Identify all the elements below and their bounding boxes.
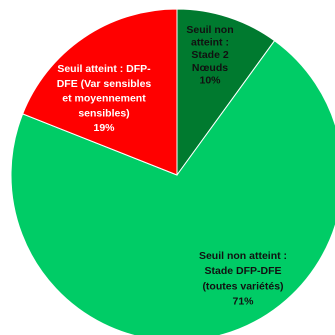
pie-slice-label-line: 19% — [93, 122, 115, 134]
pie-slice-label-line: DFE (Var sensibles — [57, 78, 152, 90]
pie-slice-label-line: Nœuds — [192, 62, 228, 74]
pie-slice-label-line: 10% — [199, 74, 221, 86]
pie-slice-label-line: Stade 2 — [191, 49, 229, 61]
pie-slice-label-line: et moyennement — [62, 93, 146, 105]
pie-slice-label-line: atteint : — [191, 37, 229, 49]
pie-slice-label-0: Seuil non atteint : Stade 2 Nœuds 10% — [186, 24, 233, 86]
pie-slice-label-line: Seuil non atteint : — [199, 250, 287, 262]
pie-slice-label-2: Seuil atteint : DFP- DFE (Var sensibles et… — [57, 63, 152, 134]
pie-slice-label-line: Stade DFP-DFE — [204, 265, 281, 277]
pie-slice-label-line: 71% — [232, 296, 254, 308]
pie-slices — [10, 8, 335, 335]
pie-slice-label-line: Seuil atteint : DFP- — [57, 63, 151, 75]
pie-slice-2 — [22, 8, 178, 176]
pie-slice-0 — [176, 8, 276, 177]
pie-labels: Seuil non atteint : Stade 2 Nœuds 10%Seuil n… — [57, 24, 287, 308]
pie-slice-label-line: (toutes variétés) — [202, 280, 283, 292]
pie-slice-label-line: Seuil non — [186, 24, 233, 36]
pie-slice-1 — [10, 40, 335, 335]
pie-slice-label-1: Seuil non atteint : Stade DFP-DFE (toutes … — [199, 250, 287, 308]
pie-slice-label-line: sensibles) — [78, 107, 129, 119]
